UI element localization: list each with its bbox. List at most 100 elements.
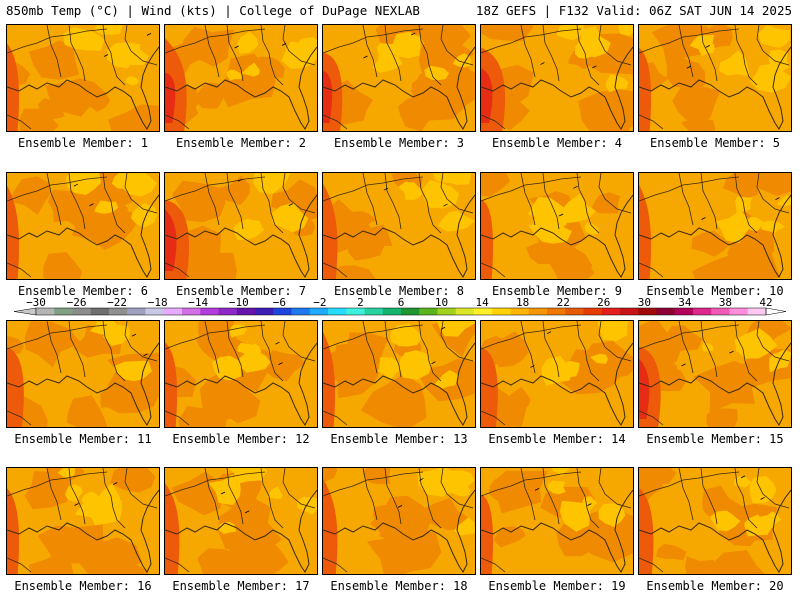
warm-region xyxy=(398,95,435,131)
colorbar-segment xyxy=(583,308,603,315)
state-border xyxy=(700,468,718,525)
wind-barb xyxy=(383,187,389,191)
state-border xyxy=(418,468,442,529)
cool-region xyxy=(777,195,791,207)
state-border xyxy=(68,173,86,230)
warm-region xyxy=(323,468,337,482)
cool-region xyxy=(434,370,458,389)
ensemble-member-label: Ensemble Member: 11 xyxy=(14,432,152,446)
state-border xyxy=(678,321,694,374)
coastline xyxy=(165,194,317,278)
state-border xyxy=(124,25,158,66)
state-border xyxy=(282,321,316,362)
warm-region xyxy=(263,350,306,382)
cool-region xyxy=(131,203,158,228)
warm-region xyxy=(66,395,108,427)
cool-region xyxy=(236,218,255,237)
coastline xyxy=(639,342,791,426)
state-border xyxy=(481,471,582,497)
cool-region xyxy=(734,328,778,359)
warm-region xyxy=(685,556,715,574)
state-border xyxy=(598,468,632,509)
hot-region xyxy=(323,478,338,574)
cool-region xyxy=(758,25,791,48)
wind-barb xyxy=(775,197,780,200)
state-border xyxy=(7,114,32,130)
colorbar-segment xyxy=(36,308,55,315)
state-border xyxy=(102,25,126,86)
state-border xyxy=(282,25,316,66)
state-border xyxy=(204,25,220,78)
warm-region xyxy=(172,180,226,223)
state-border xyxy=(260,25,284,86)
state-border xyxy=(639,557,664,573)
cool-region xyxy=(281,41,317,69)
state-border xyxy=(598,173,632,214)
wind-barb xyxy=(275,341,280,345)
wind-barb xyxy=(546,331,552,335)
wind-barb xyxy=(73,183,78,187)
state-border xyxy=(124,468,158,509)
state-border xyxy=(323,28,424,54)
coastline xyxy=(7,46,159,130)
cool-region xyxy=(57,468,76,479)
warm-region xyxy=(658,325,703,355)
temperature-map xyxy=(7,321,159,427)
cool-region xyxy=(734,476,752,488)
colorbar-segment xyxy=(328,308,347,315)
cool-region xyxy=(398,181,423,200)
state-border xyxy=(226,468,244,525)
state-border xyxy=(756,173,790,214)
state-border xyxy=(639,410,664,426)
cool-region xyxy=(749,475,777,504)
state-border xyxy=(323,324,424,350)
ensemble-map-panel xyxy=(322,172,476,280)
ensemble-member-label: Ensemble Member: 10 xyxy=(646,284,784,298)
wind-barb xyxy=(681,363,686,367)
cool-region xyxy=(208,474,241,506)
ensemble-map-panel xyxy=(164,467,318,575)
colorbar-right-arrow xyxy=(765,307,787,316)
cool-region xyxy=(561,193,597,224)
state-border xyxy=(165,176,266,202)
coastline xyxy=(323,489,475,573)
colorbar-segment xyxy=(601,308,621,315)
colorbar-segment xyxy=(638,308,657,315)
temperature-map xyxy=(481,468,633,574)
wind-barb xyxy=(558,213,564,217)
wind-barb xyxy=(113,482,118,485)
temperature-map xyxy=(7,468,159,574)
state-border xyxy=(204,321,220,374)
colorbar-segment xyxy=(255,308,274,315)
warm-region xyxy=(570,261,595,279)
colorbar-tick-label: 6 xyxy=(397,296,405,309)
state-border xyxy=(481,557,506,573)
colorbar-segment xyxy=(547,308,566,315)
colorbar-tick-label: 30 xyxy=(637,296,651,309)
cool-region xyxy=(64,484,83,503)
state-border xyxy=(7,28,108,54)
state-border xyxy=(102,173,126,234)
temperature-map xyxy=(639,468,791,574)
state-border xyxy=(46,468,62,521)
warm-region xyxy=(420,497,469,531)
cool-region xyxy=(605,74,629,93)
state-border xyxy=(260,321,284,382)
cool-region xyxy=(697,41,715,56)
temperature-map xyxy=(7,173,159,279)
cool-region xyxy=(747,216,768,231)
coastline xyxy=(481,342,633,426)
colorbar-segment xyxy=(72,308,92,315)
temperature-map xyxy=(323,25,475,131)
ensemble-member-label: Ensemble Member: 7 xyxy=(175,284,307,298)
ensemble-map-panel xyxy=(164,172,318,280)
colorbar-segment xyxy=(656,308,676,315)
ensemble-map-panel xyxy=(6,467,160,575)
state-border xyxy=(481,176,582,202)
ensemble-member-label: Ensemble Member: 13 xyxy=(330,432,468,446)
wind-barb xyxy=(89,203,94,207)
state-border xyxy=(700,173,718,230)
warm-region xyxy=(693,360,756,413)
colorbar-segment xyxy=(674,308,694,315)
state-border xyxy=(542,468,560,525)
